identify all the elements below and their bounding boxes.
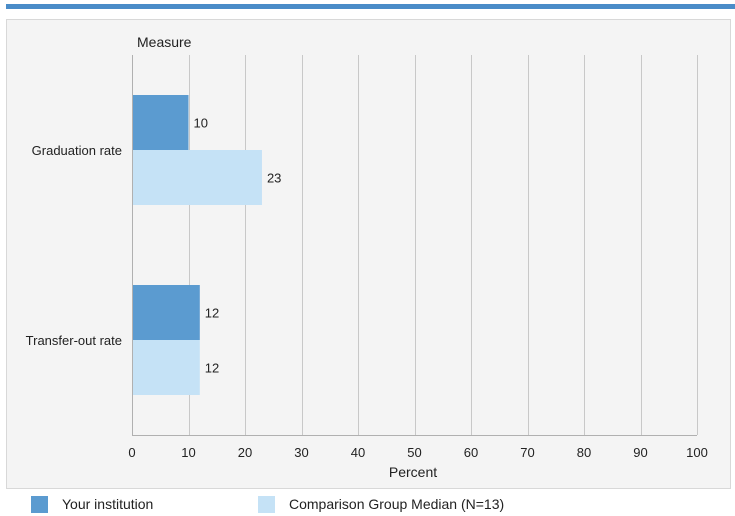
x-tick-label: 60 (464, 445, 478, 460)
x-tick-label: 40 (351, 445, 365, 460)
legend-label-comparison-group: Comparison Group Median (N=13) (289, 496, 505, 512)
bars (133, 95, 262, 395)
x-tick-label: 100 (686, 445, 708, 460)
category-labels: Graduation rate Transfer-out rate (26, 143, 122, 348)
category-label: Transfer-out rate (26, 333, 122, 348)
value-label: 12 (205, 361, 219, 376)
x-tick-label: 50 (407, 445, 421, 460)
x-tick-labels: 0 10 20 30 40 50 60 70 80 90 100 (128, 445, 707, 460)
category-label: Graduation rate (32, 143, 122, 158)
gridlines (132, 55, 698, 436)
bar (133, 95, 189, 150)
x-tick-label: 0 (128, 445, 135, 460)
x-tick-label: 20 (238, 445, 252, 460)
bar (133, 150, 262, 205)
category-axis-label: Measure (137, 34, 192, 50)
x-tick-label: 10 (181, 445, 195, 460)
legend-swatch-comparison-group (258, 495, 275, 513)
value-label: 10 (194, 116, 208, 131)
value-labels: 10 23 12 12 (194, 116, 282, 376)
top-rule (6, 4, 735, 9)
x-tick-label: 90 (633, 445, 647, 460)
x-axis-label: Percent (389, 464, 437, 480)
legend: Your institution Comparison Group Median… (0, 490, 735, 516)
x-tick-label: 80 (577, 445, 591, 460)
x-tick-label: 70 (520, 445, 534, 460)
value-label: 23 (267, 171, 281, 186)
legend-item-comparison-group: Comparison Group Median (N=13) (258, 495, 504, 513)
legend-item-your-institution: Your institution (31, 495, 153, 513)
value-label: 12 (205, 306, 219, 321)
bar (133, 285, 200, 340)
bar (133, 340, 200, 395)
bar-chart: Measure 0 10 20 30 40 50 60 70 80 90 100 Graduatio… (26, 34, 708, 480)
legend-label-your-institution: Your institution (62, 496, 154, 512)
x-tick-label: 30 (294, 445, 308, 460)
chart-panel (6, 19, 731, 489)
legend-swatch-your-institution (31, 495, 48, 513)
